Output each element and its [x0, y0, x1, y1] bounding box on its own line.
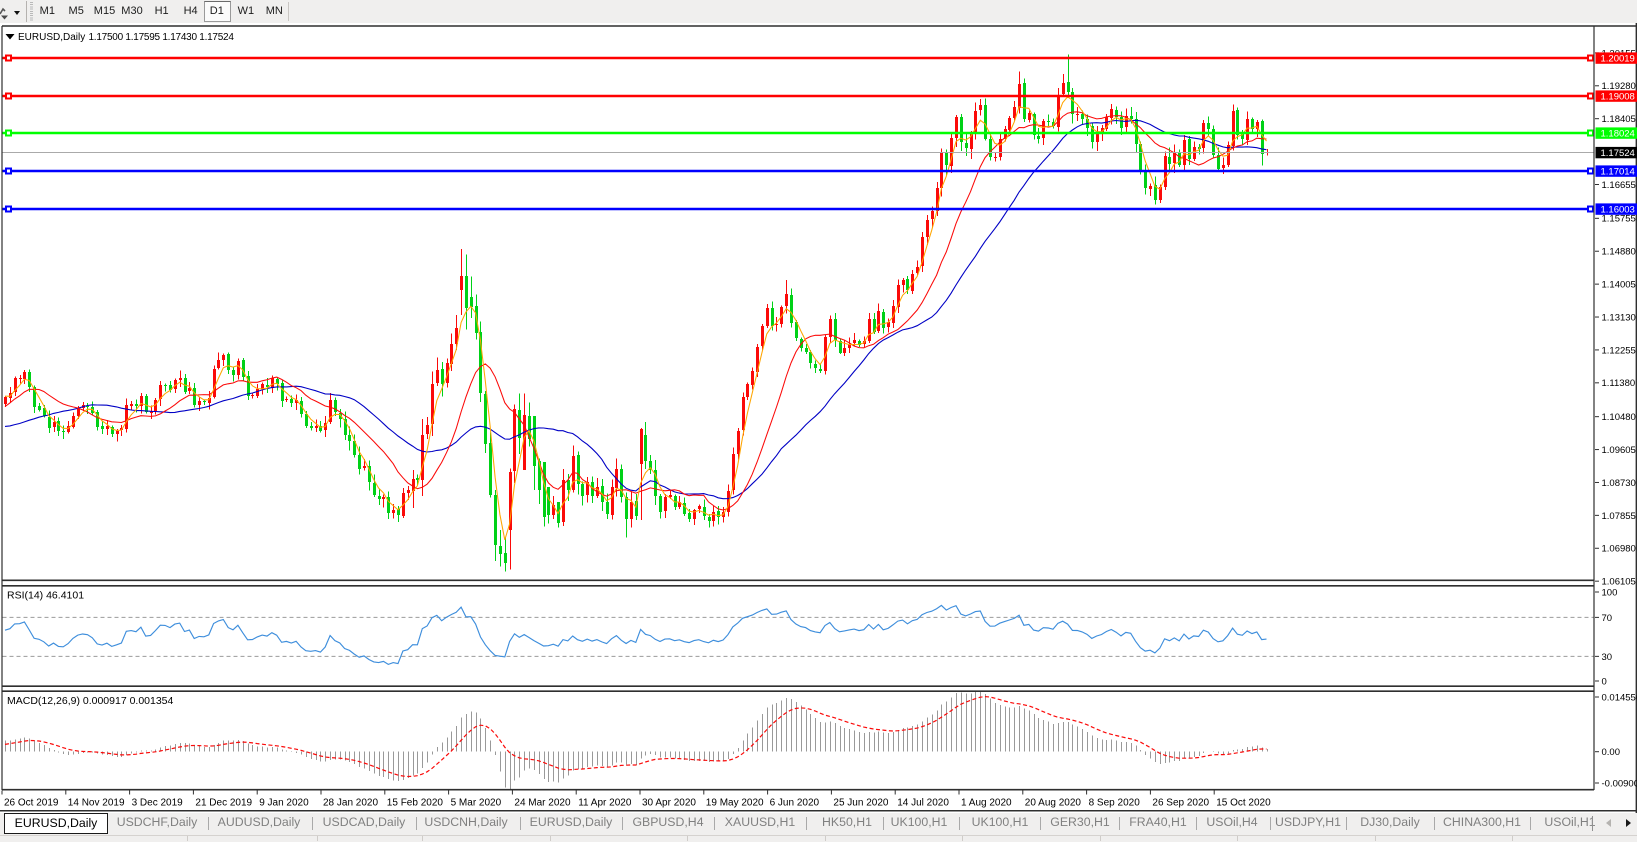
svg-text:3 Dec 2019: 3 Dec 2019: [132, 798, 184, 809]
svg-text:1.17524: 1.17524: [1601, 148, 1635, 159]
svg-text:15 Feb 2020: 15 Feb 2020: [387, 798, 444, 809]
svg-text:1.09605: 1.09605: [1602, 445, 1636, 456]
svg-text:70: 70: [1602, 613, 1613, 624]
svg-text:1.06980: 1.06980: [1602, 544, 1636, 555]
svg-text:1.11380: 1.11380: [1602, 378, 1636, 389]
svg-text:6 Jun 2020: 6 Jun 2020: [770, 798, 820, 809]
svg-text:1.20019: 1.20019: [1601, 54, 1635, 65]
svg-text:8 Sep 2020: 8 Sep 2020: [1089, 798, 1141, 809]
svg-text:MACD(12,26,9) 0.000917 0.00135: MACD(12,26,9) 0.000917 0.001354: [7, 695, 174, 707]
svg-text:11 Apr 2020: 11 Apr 2020: [578, 798, 632, 809]
svg-text:RSI(14) 46.4101: RSI(14) 46.4101: [7, 590, 84, 602]
svg-text:1.18024: 1.18024: [1601, 129, 1635, 140]
svg-text:9 Jan 2020: 9 Jan 2020: [259, 798, 309, 809]
svg-text:1.19008: 1.19008: [1601, 92, 1635, 103]
svg-text:26 Oct 2019: 26 Oct 2019: [4, 798, 59, 809]
svg-text:21 Dec 2019: 21 Dec 2019: [195, 798, 252, 809]
svg-text:1.17014: 1.17014: [1601, 167, 1635, 178]
svg-text:1.14005: 1.14005: [1602, 280, 1636, 291]
svg-text:1.16655: 1.16655: [1602, 180, 1636, 191]
svg-text:24 Mar 2020: 24 Mar 2020: [514, 798, 571, 809]
svg-text:0: 0: [1602, 676, 1607, 687]
svg-text:EURUSD,Daily: EURUSD,Daily: [18, 32, 85, 43]
svg-text:26 Sep 2020: 26 Sep 2020: [1152, 798, 1209, 809]
svg-text:25 Jun 2020: 25 Jun 2020: [833, 798, 888, 809]
svg-text:100: 100: [1602, 587, 1618, 598]
svg-text:30 Apr 2020: 30 Apr 2020: [642, 798, 696, 809]
svg-text:20 Aug 2020: 20 Aug 2020: [1025, 798, 1082, 809]
svg-text:1.14880: 1.14880: [1602, 247, 1636, 258]
svg-text:15 Oct 2020: 15 Oct 2020: [1216, 798, 1271, 809]
svg-text:1 Aug 2020: 1 Aug 2020: [961, 798, 1012, 809]
svg-text:1.13130: 1.13130: [1602, 312, 1636, 323]
svg-text:30: 30: [1602, 652, 1613, 663]
svg-text:19 May 2020: 19 May 2020: [706, 798, 764, 809]
svg-text:1.06105: 1.06105: [1602, 577, 1636, 588]
svg-text:-0.009001: -0.009001: [1602, 778, 1637, 789]
svg-text:1.10480: 1.10480: [1602, 412, 1636, 423]
svg-text:0.014556: 0.014556: [1602, 692, 1637, 703]
svg-text:1.18405: 1.18405: [1602, 114, 1636, 125]
svg-text:1.17500 1.17595 1.17430 1.1752: 1.17500 1.17595 1.17430 1.17524: [89, 32, 235, 43]
svg-text:0.00: 0.00: [1602, 747, 1621, 758]
svg-text:5 Mar 2020: 5 Mar 2020: [451, 798, 502, 809]
svg-text:14 Nov 2019: 14 Nov 2019: [68, 798, 125, 809]
svg-text:14 Jul 2020: 14 Jul 2020: [897, 798, 949, 809]
svg-text:1.12255: 1.12255: [1602, 345, 1636, 356]
svg-text:1.07855: 1.07855: [1602, 511, 1636, 522]
svg-text:1.16003: 1.16003: [1601, 205, 1635, 216]
svg-text:28 Jan 2020: 28 Jan 2020: [323, 798, 378, 809]
svg-text:1.08730: 1.08730: [1602, 478, 1636, 489]
